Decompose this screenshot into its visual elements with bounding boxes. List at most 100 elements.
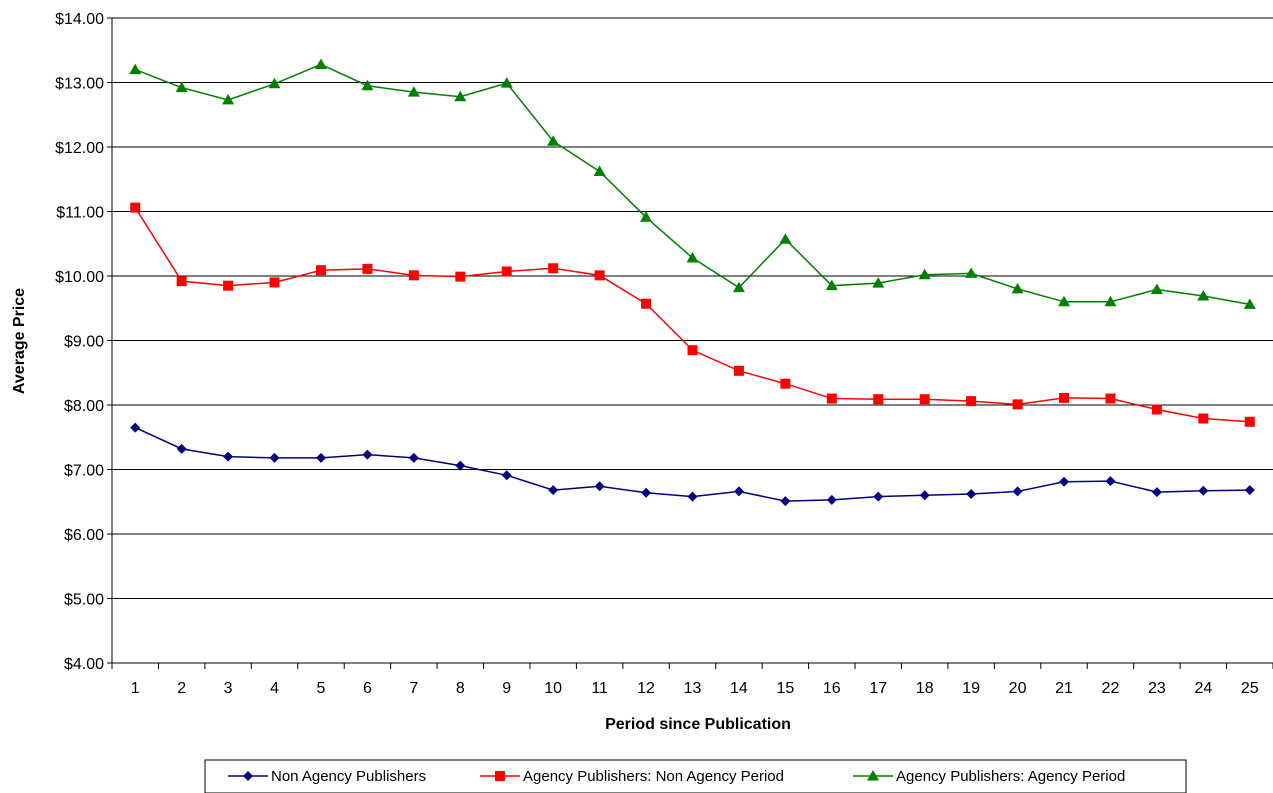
legend-label: Agency Publishers: Non Agency Period [523,768,784,785]
data-point [361,79,374,91]
x-tick-label: 8 [456,680,465,697]
data-point [362,449,373,460]
data-point [1198,413,1209,424]
data-point [1059,392,1070,403]
y-tick-label: $6.00 [64,527,104,544]
data-point [1244,416,1255,427]
data-point [780,496,791,507]
data-point [129,63,142,75]
data-point [826,494,837,505]
data-point [1197,289,1210,301]
legend-marker [495,771,505,781]
data-point [176,276,187,287]
data-point [687,491,698,502]
y-axis-ticks: $4.00 $5.00 $6.00 $7.00 $8.00 $9.00 $10.00 $11.… [55,11,112,673]
legend: Non Agency Publishers Agency Publishers: … [204,759,1187,793]
data-point [687,345,698,356]
legend-label: Non Agency Publishers [271,768,426,785]
series-2 [130,202,1255,427]
y-tick-label: $8.00 [64,398,104,415]
x-tick-label: 13 [684,680,702,697]
x-tick-label: 15 [776,680,794,697]
x-tick-label: 3 [224,680,233,697]
data-point [825,279,838,291]
y-tick-label: $10.00 [55,269,104,286]
data-point [1104,295,1117,307]
series-line [134,207,1250,423]
y-tick-label: $11.00 [56,205,104,222]
data-point [965,267,978,278]
x-tick-label: 16 [823,680,841,697]
series-line [134,426,1250,502]
data-point [501,266,512,277]
series-lines [129,58,1256,507]
x-tick-label: 4 [270,680,279,697]
series-line [134,63,1250,306]
data-point [1150,283,1163,295]
data-point [1244,485,1255,496]
data-point [501,470,512,481]
data-point [966,396,977,407]
data-point [268,77,281,89]
x-tick-label: 5 [317,680,326,697]
series-1 [130,422,1255,507]
data-point [1012,486,1023,497]
legend-marker [867,770,879,781]
data-point [1105,476,1116,487]
data-point [500,77,513,88]
data-point [641,298,652,309]
y-tick-label: $12.00 [55,140,104,157]
data-point [733,365,744,376]
data-point [222,93,235,105]
data-point [919,490,930,501]
data-point [919,394,930,405]
x-tick-label: 1 [131,680,140,697]
data-point [130,202,141,213]
x-axis-ticks: 1 2 3 4 5 6 7 8 9 10 11 12 13 14 15 16 17 18 19 20 21 22 23 24 2… [111,663,1273,697]
data-point [826,393,837,404]
data-point [1012,399,1023,410]
data-point [407,86,420,97]
y-tick-label: $13.00 [55,76,104,93]
data-point [314,58,327,69]
x-tick-label: 19 [962,680,980,697]
data-point [873,491,884,502]
legend-marker [243,771,253,781]
series-3 [129,58,1256,309]
data-point [223,451,234,462]
x-tick-label: 18 [916,680,934,697]
data-point [593,165,606,177]
x-tick-label: 24 [1194,680,1212,697]
y-axis-title: Average Price [11,288,28,394]
x-tick-label: 6 [363,680,372,697]
data-point [1151,404,1162,415]
data-point [269,277,280,288]
x-tick-label: 9 [502,680,511,697]
data-point [1151,487,1162,498]
x-tick-label: 14 [730,680,748,697]
data-point [362,263,373,274]
x-tick-label: 12 [637,680,655,697]
x-tick-label: 23 [1148,680,1166,697]
data-point [315,265,326,276]
data-point [548,485,559,496]
x-tick-label: 17 [869,680,887,697]
data-point [1058,295,1071,307]
data-point [1198,485,1209,496]
data-point [918,268,931,280]
data-point [594,481,605,492]
data-point [966,489,977,500]
data-point [269,452,280,463]
data-point [223,280,234,291]
data-point [686,251,699,263]
legend-label: Agency Publishers: Agency Period [896,768,1125,785]
x-tick-label: 25 [1241,680,1259,697]
data-point [732,281,745,293]
data-point [454,90,467,102]
data-point [408,452,419,463]
data-point [1243,298,1256,309]
y-tick-label: $14.00 [55,11,104,28]
data-point [175,81,188,93]
data-point [130,422,141,433]
